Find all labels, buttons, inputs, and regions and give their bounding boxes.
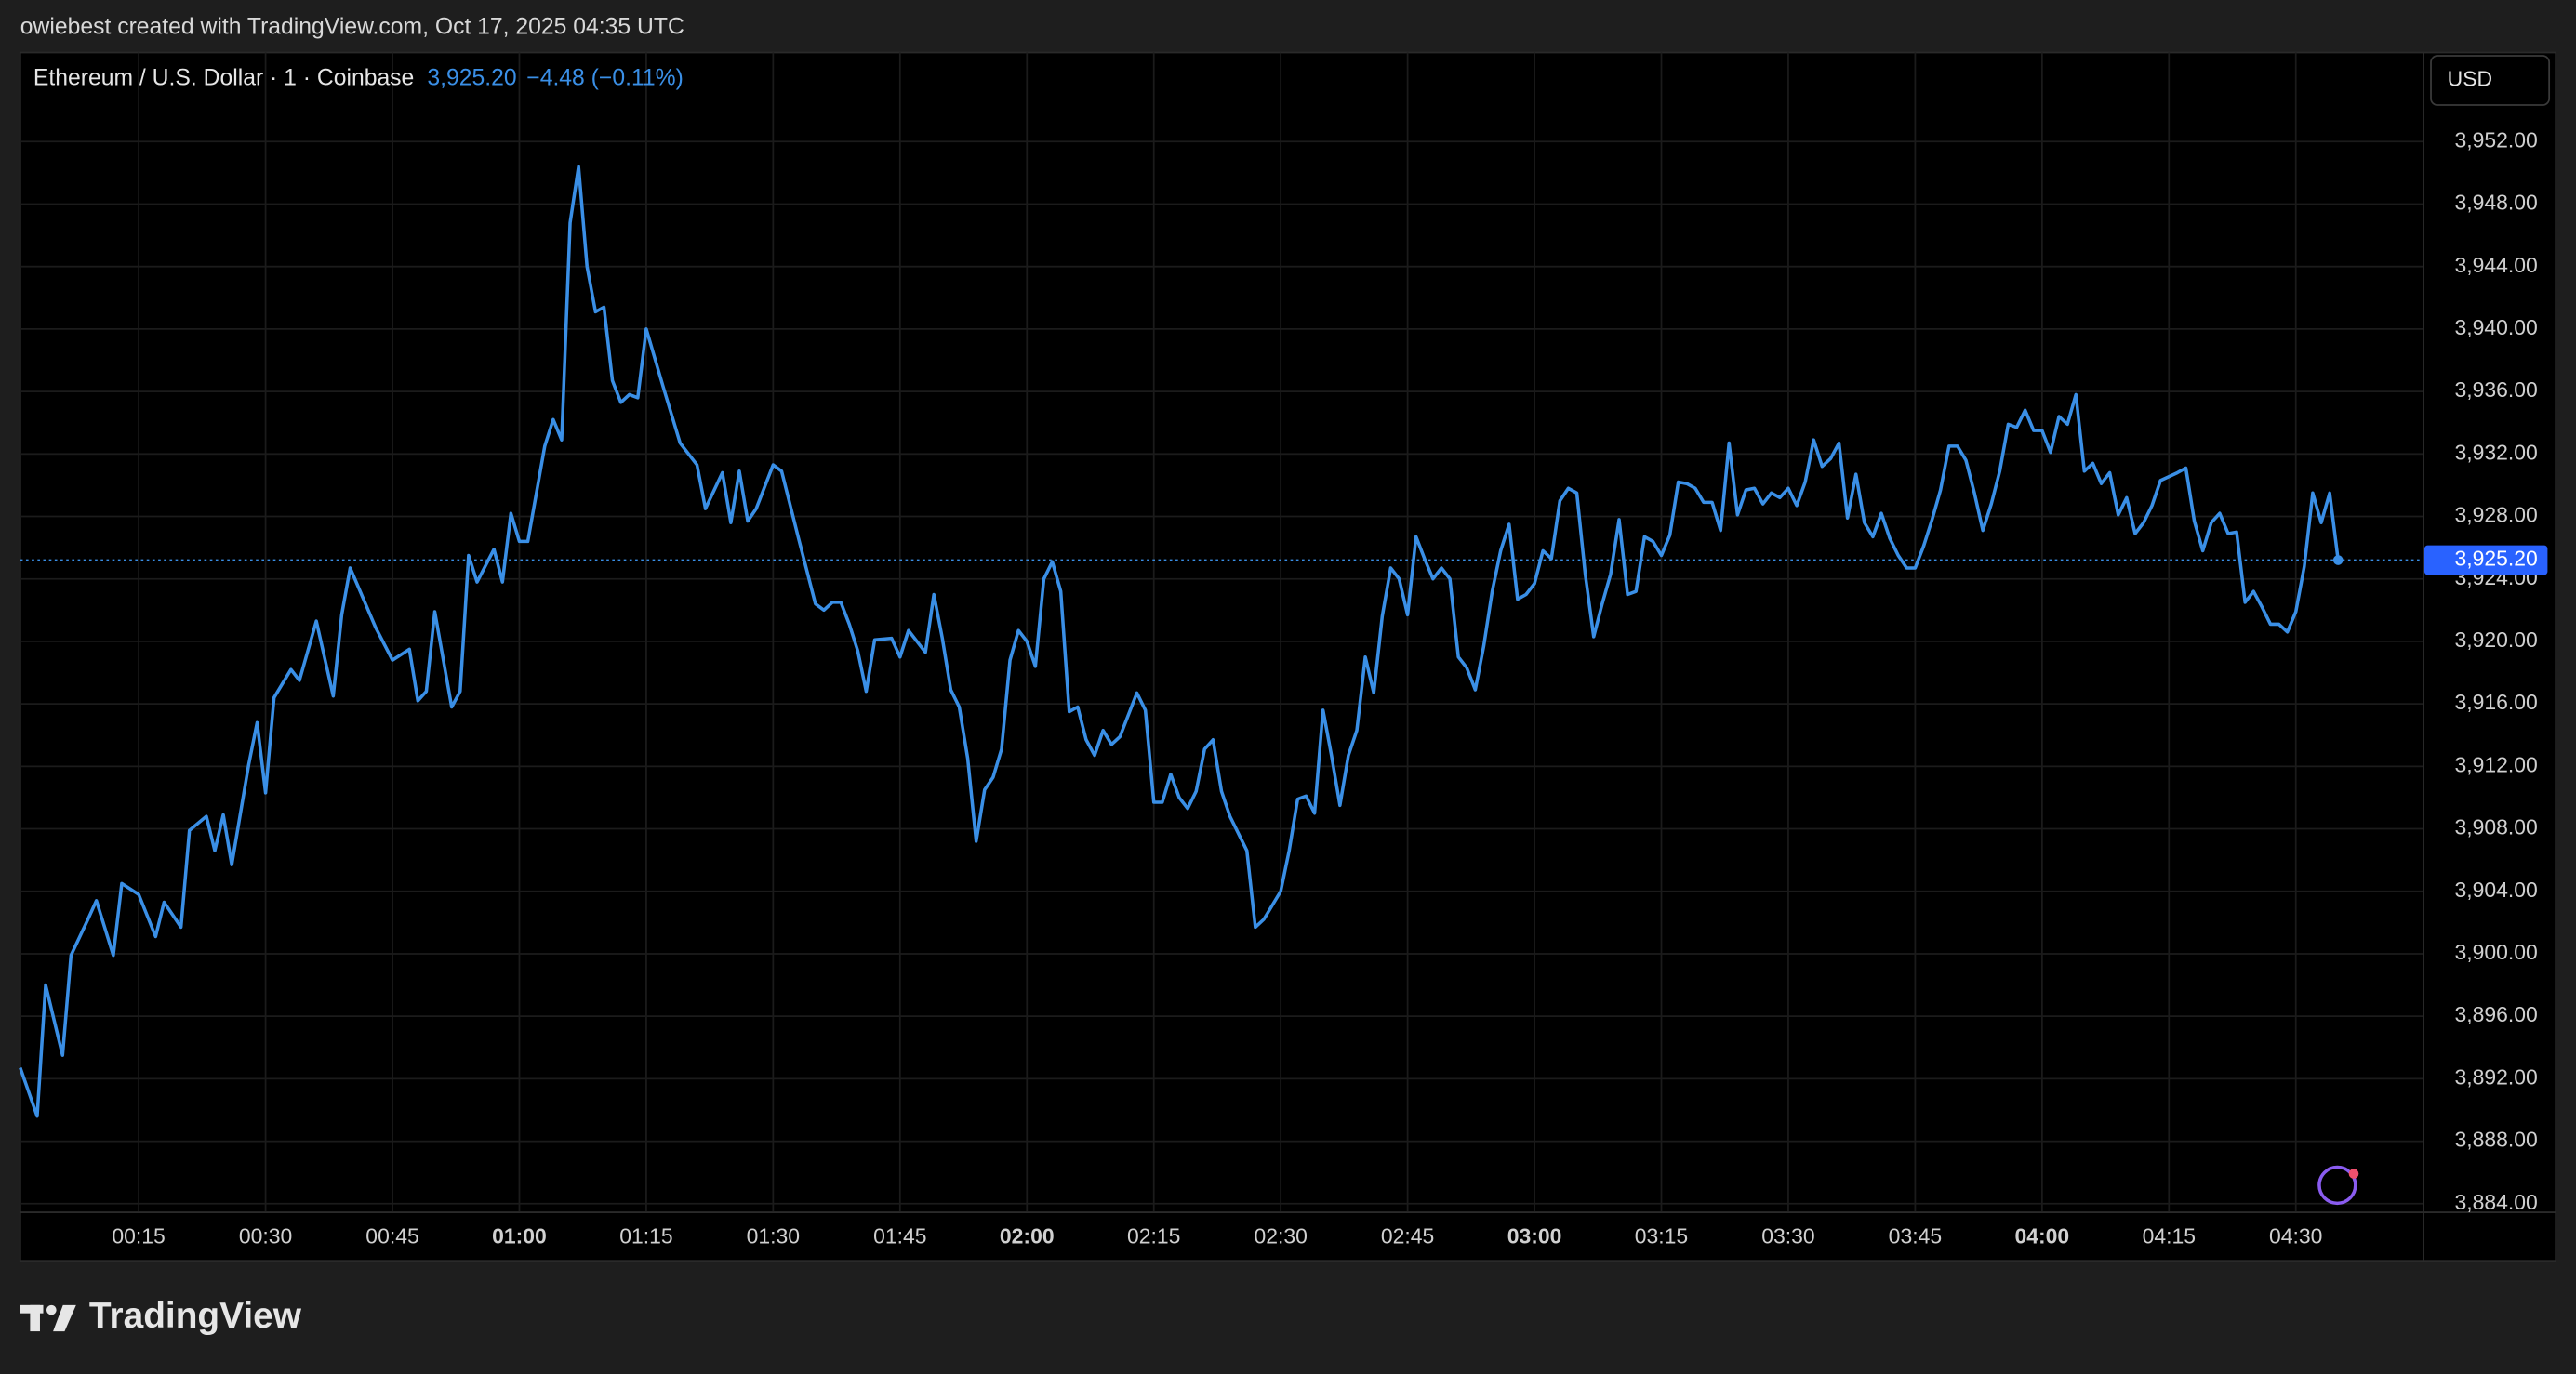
logo-part bbox=[46, 1304, 57, 1315]
y-tick-label: 3,888.00 bbox=[2455, 1128, 2538, 1152]
y-tick-label: 3,940.00 bbox=[2455, 315, 2538, 339]
y-tick-label: 3,896.00 bbox=[2455, 1002, 2538, 1026]
y-tick-label: 3,892.00 bbox=[2455, 1064, 2538, 1089]
x-tick-label: 03:45 bbox=[1889, 1223, 1942, 1248]
x-tick-label: 02:15 bbox=[1127, 1223, 1180, 1248]
attribution: owiebest created with TradingView.com, O… bbox=[20, 15, 684, 40]
symbol-title: Ethereum / U.S. Dollar · 1 · Coinbase bbox=[33, 65, 414, 90]
y-tick-label: 3,944.00 bbox=[2455, 253, 2538, 277]
y-tick-label: 3,928.00 bbox=[2455, 503, 2538, 527]
y-tick-label: 3,912.00 bbox=[2455, 752, 2538, 776]
x-tick-label: 03:00 bbox=[1507, 1223, 1562, 1248]
logo-icon bbox=[20, 1304, 76, 1332]
y-tick-label: 3,936.00 bbox=[2455, 377, 2538, 402]
x-tick-label: 04:15 bbox=[2143, 1223, 2196, 1248]
x-tick-label: 00:30 bbox=[239, 1223, 292, 1248]
last-price-label: 3,925.20 bbox=[2455, 547, 2538, 571]
x-tick-label: 01:30 bbox=[747, 1223, 800, 1248]
logo-part bbox=[53, 1304, 76, 1332]
y-tick-label: 3,952.00 bbox=[2455, 127, 2538, 152]
y-tick-label: 3,920.00 bbox=[2455, 628, 2538, 652]
x-tick-label: 04:30 bbox=[2269, 1223, 2322, 1248]
logo-part bbox=[30, 1304, 40, 1332]
x-tick-label: 02:45 bbox=[1381, 1223, 1434, 1248]
y-tick-label: 3,900.00 bbox=[2455, 940, 2538, 964]
last-point bbox=[2332, 555, 2344, 565]
currency-button[interactable] bbox=[2430, 55, 2551, 106]
header-change: −4.48 (−0.11%) bbox=[526, 65, 684, 90]
plot: 3,884.00 3,888.00 3,892.00 3,896.00 3,900.00… bbox=[19, 127, 2548, 1248]
y-tick-label: 3,916.00 bbox=[2455, 690, 2538, 714]
x-tick-label: 02:30 bbox=[1254, 1223, 1307, 1248]
y-tick-label: 3,884.00 bbox=[2455, 1190, 2538, 1214]
x-tick-label: 01:00 bbox=[492, 1223, 547, 1248]
x-tick-label: 04:00 bbox=[2015, 1223, 2070, 1248]
y-tick-label: 3,932.00 bbox=[2455, 440, 2538, 464]
x-tick-label: 01:15 bbox=[619, 1223, 672, 1248]
header-price: 3,925.20 bbox=[427, 65, 516, 90]
brand-name: TradingView bbox=[89, 1296, 302, 1336]
price-line bbox=[19, 165, 2340, 1118]
x-tick-label: 02:00 bbox=[1000, 1223, 1055, 1248]
x-tick-label: 01:45 bbox=[873, 1223, 926, 1248]
assistant-icon[interactable] bbox=[2317, 1165, 2359, 1206]
assistant-ring bbox=[2317, 1165, 2357, 1206]
assistant-dot bbox=[2348, 1169, 2359, 1179]
x-tick-label: 00:45 bbox=[365, 1223, 418, 1248]
currency-label: USD bbox=[2448, 67, 2492, 91]
grid bbox=[20, 52, 2423, 1212]
last-price-tag bbox=[2423, 545, 2548, 575]
y-tick-label: 3,904.00 bbox=[2455, 878, 2538, 902]
y-tick-label: 3,908.00 bbox=[2455, 815, 2538, 839]
x-tick-label: 03:30 bbox=[1761, 1223, 1814, 1248]
x-tick-label: 03:15 bbox=[1635, 1223, 1688, 1248]
x-tick-label: 00:15 bbox=[112, 1223, 165, 1248]
y-tick-label: 3,948.00 bbox=[2455, 191, 2538, 215]
